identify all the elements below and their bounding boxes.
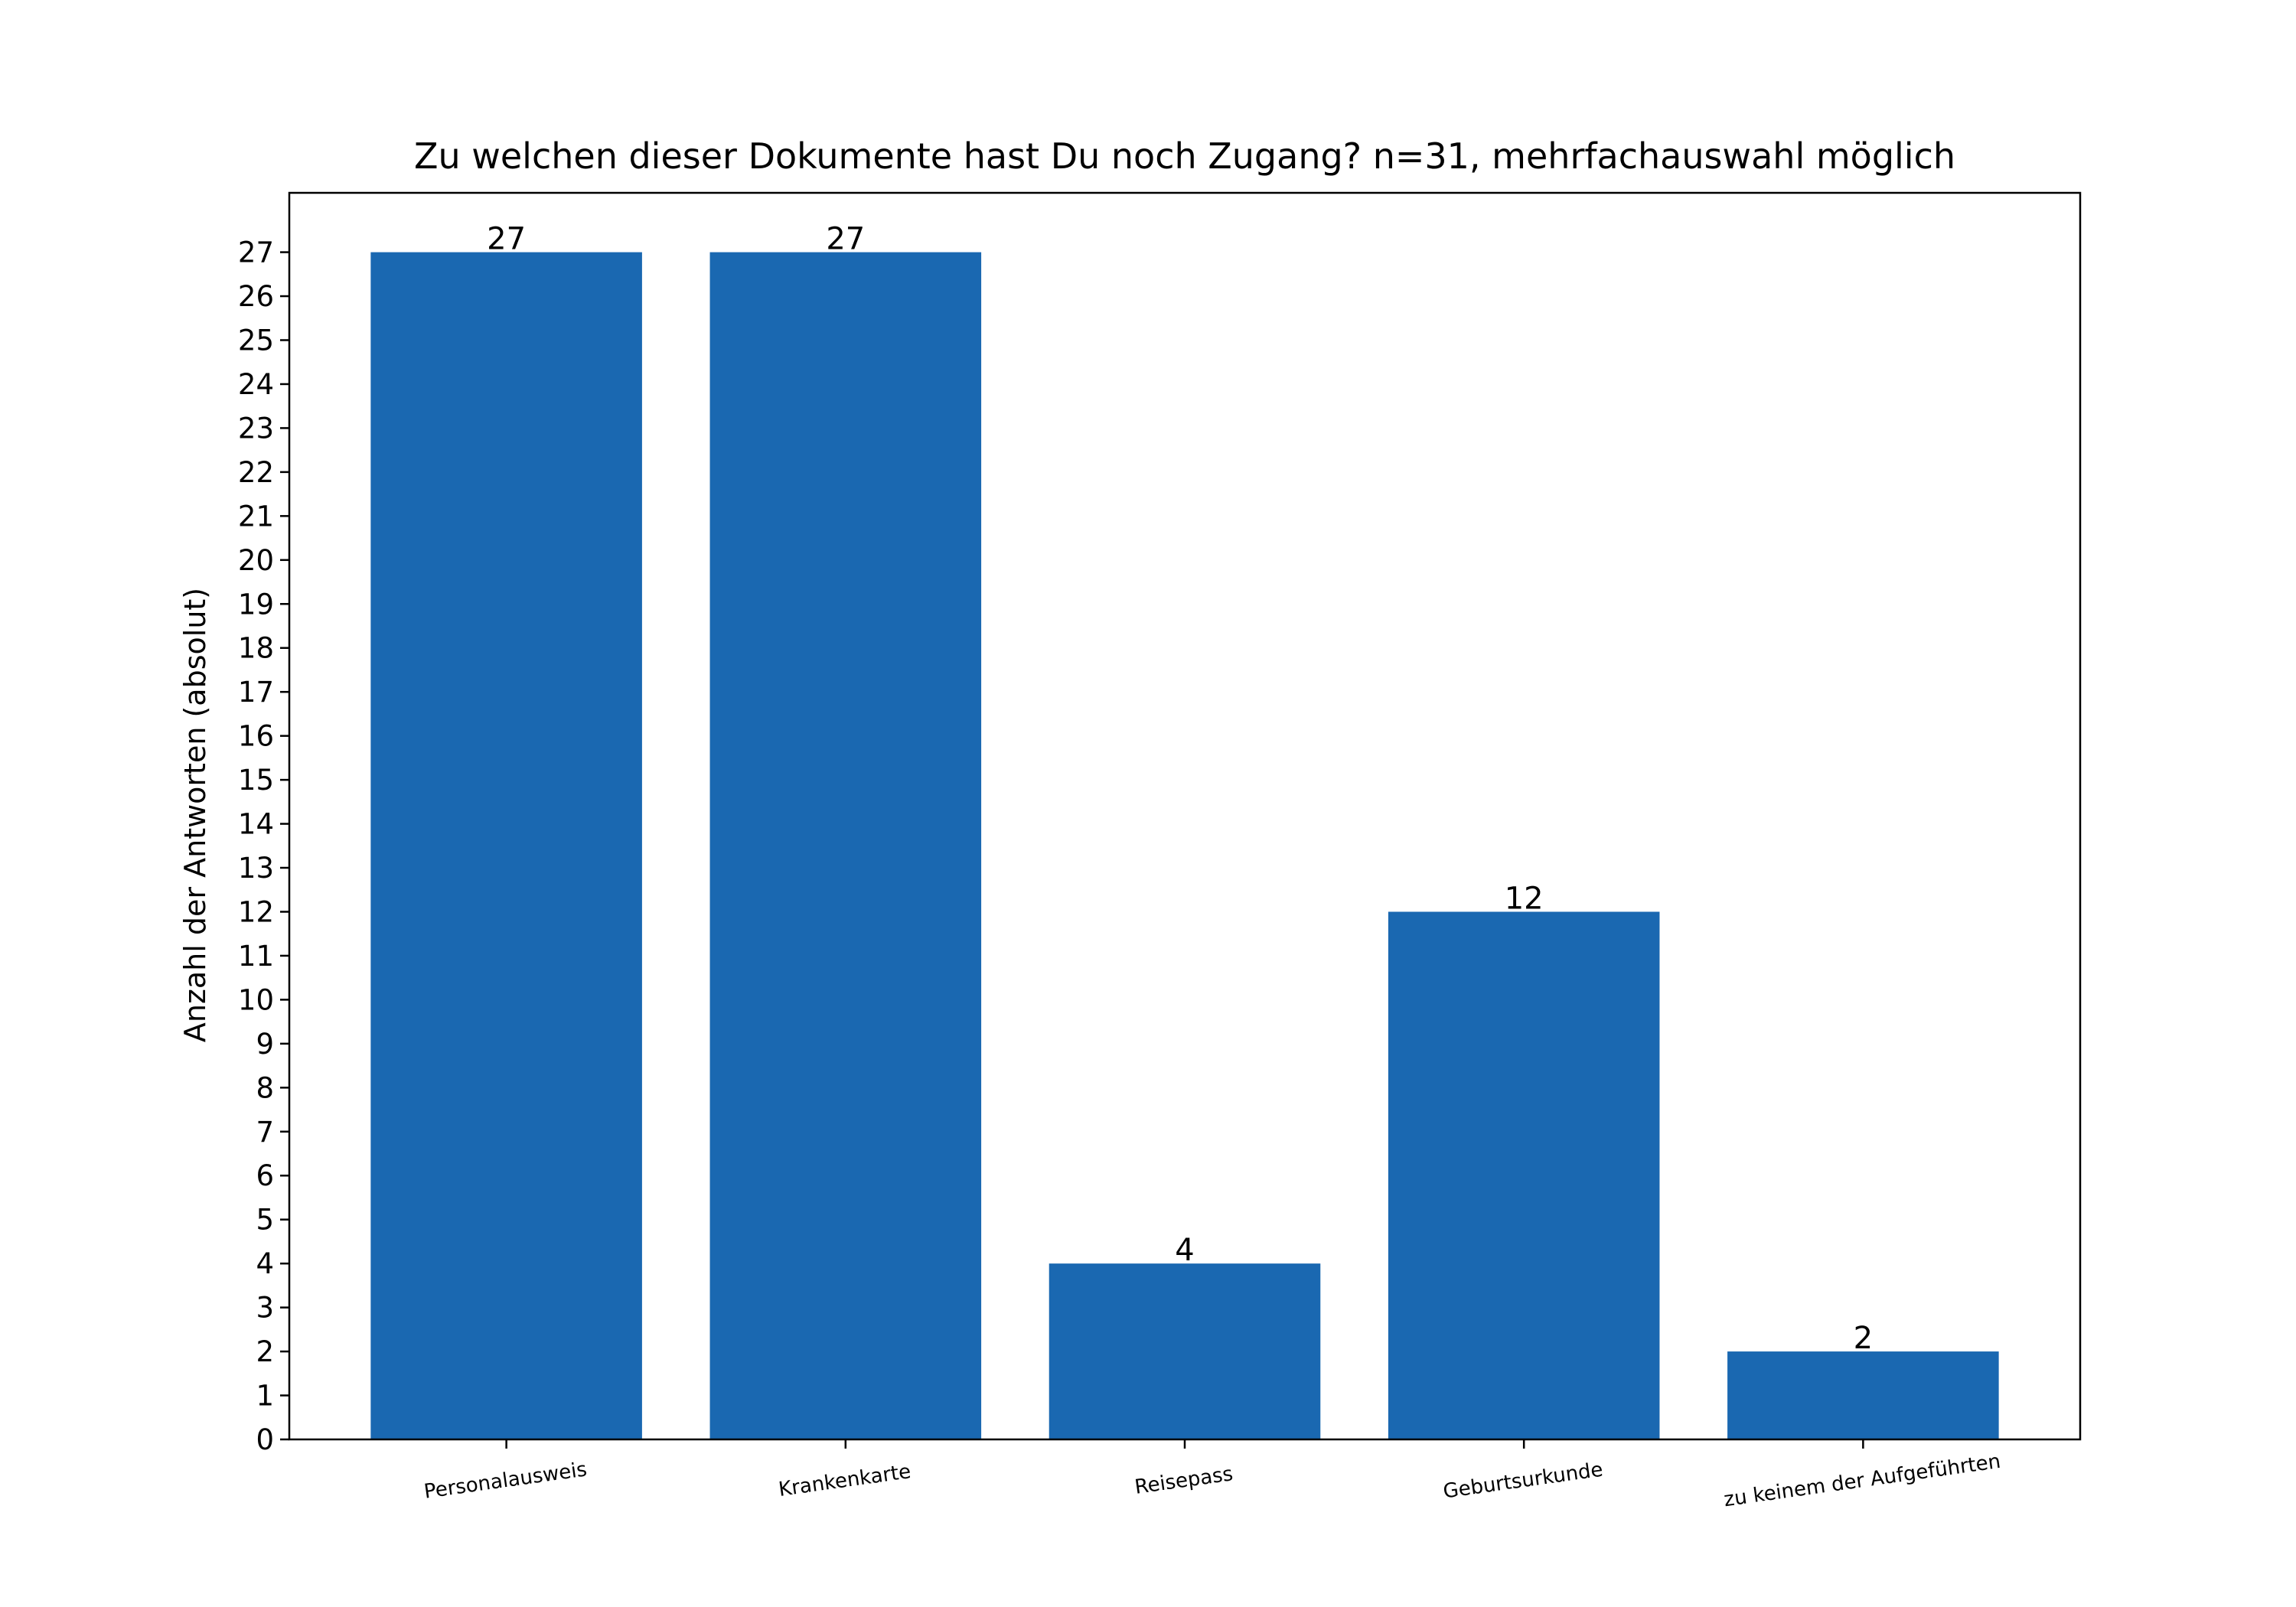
value-label-0: 27 — [487, 222, 526, 257]
y-tick-label-0: 0 — [256, 1423, 274, 1456]
y-tick-label-25: 25 — [238, 324, 274, 357]
y-tick-label-2: 2 — [256, 1335, 274, 1368]
y-tick-label-19: 19 — [238, 588, 274, 621]
bar-2 — [1049, 1263, 1321, 1439]
bar-4 — [1727, 1351, 1999, 1439]
plot-frame — [288, 191, 2082, 1441]
bar-0 — [370, 252, 642, 1440]
value-label-2: 4 — [1175, 1233, 1194, 1268]
y-axis-label: Anzahl der Antworten (absolut) — [178, 588, 212, 1042]
x-tick-label-0: Personalausweis — [422, 1458, 589, 1504]
x-tick-label-1: Krankenkarte — [777, 1460, 912, 1501]
y-tick-label-9: 9 — [256, 1028, 274, 1061]
y-tick-label-17: 17 — [238, 676, 274, 709]
y-tick-label-18: 18 — [238, 632, 274, 665]
y-tick-label-11: 11 — [238, 940, 274, 973]
y-tick-label-13: 13 — [238, 852, 274, 885]
y-tick-label-5: 5 — [256, 1204, 274, 1237]
y-tick-label-21: 21 — [238, 500, 274, 533]
y-tick-label-24: 24 — [238, 368, 274, 401]
y-tick-label-20: 20 — [238, 544, 274, 577]
bars-group — [370, 252, 1999, 1440]
value-labels-group: 27 27 4 12 2 — [487, 222, 1873, 1357]
x-tick-label-2: Reisepass — [1133, 1462, 1234, 1499]
y-axis: 0123456789101112131415161718192021222324… — [238, 236, 289, 1456]
value-label-1: 27 — [826, 222, 865, 257]
chart-title: Zu welchen dieser Dokumente hast Du noch… — [414, 135, 1955, 177]
bar-1 — [709, 252, 982, 1440]
y-tick-label-14: 14 — [238, 808, 274, 841]
value-label-3: 12 — [1505, 881, 1544, 916]
y-tick-label-15: 15 — [238, 764, 274, 797]
x-tick-label-4: zu keinem der Aufgeführten — [1723, 1450, 2002, 1511]
y-tick-label-4: 4 — [256, 1247, 274, 1280]
y-tick-label-3: 3 — [256, 1292, 274, 1325]
y-tick-label-22: 22 — [238, 456, 274, 489]
y-tick-label-7: 7 — [256, 1116, 274, 1149]
y-tick-label-6: 6 — [256, 1159, 274, 1192]
y-tick-label-10: 10 — [238, 983, 274, 1016]
y-tick-label-26: 26 — [238, 280, 274, 313]
value-label-4: 2 — [1854, 1321, 1873, 1356]
y-tick-label-23: 23 — [238, 412, 274, 445]
bar-3 — [1388, 911, 1660, 1439]
x-axis: Personalausweis Krankenkarte Reisepass Gebu… — [422, 1439, 2002, 1511]
y-tick-label-16: 16 — [238, 720, 274, 753]
y-tick-label-27: 27 — [238, 236, 274, 269]
y-tick-label-12: 12 — [238, 895, 274, 928]
x-tick-label-3: Geburtsurkunde — [1442, 1459, 1605, 1504]
y-tick-label-1: 1 — [256, 1380, 274, 1413]
y-tick-label-8: 8 — [256, 1071, 274, 1104]
